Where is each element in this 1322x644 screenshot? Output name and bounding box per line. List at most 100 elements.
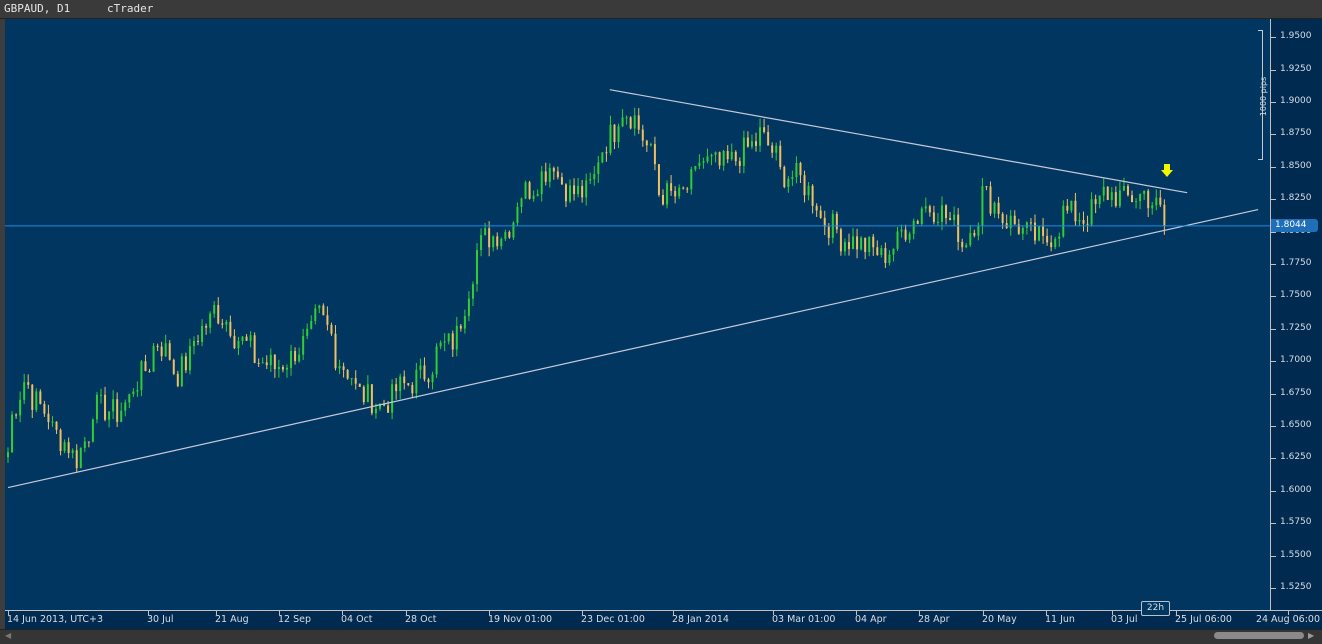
candle bbox=[573, 178, 576, 201]
candle-body bbox=[354, 378, 357, 384]
candle bbox=[965, 243, 968, 249]
candle bbox=[779, 140, 782, 170]
candle bbox=[476, 243, 479, 292]
candle-body bbox=[346, 369, 349, 379]
candle bbox=[217, 297, 220, 325]
time-tick bbox=[1288, 610, 1289, 615]
candle-body bbox=[1054, 238, 1057, 248]
candle bbox=[370, 384, 373, 416]
candle-body bbox=[839, 229, 842, 252]
candle bbox=[112, 390, 115, 420]
candle-body bbox=[924, 206, 927, 209]
candle-body bbox=[771, 145, 774, 153]
candle-body bbox=[164, 343, 167, 357]
candle bbox=[144, 354, 147, 372]
candle-body bbox=[342, 366, 345, 370]
price-tick-label: 1.7000 bbox=[1280, 355, 1312, 366]
candle bbox=[298, 347, 301, 363]
candle-body bbox=[1151, 205, 1154, 209]
time-tick bbox=[406, 610, 407, 615]
candle-body bbox=[1143, 190, 1146, 194]
candle-body bbox=[168, 343, 171, 360]
candle-body bbox=[888, 254, 891, 263]
candle-body bbox=[83, 441, 86, 449]
time-tick bbox=[1046, 610, 1047, 615]
candle-body bbox=[916, 220, 919, 224]
time-tick-label: 21 Aug bbox=[215, 614, 249, 625]
candle-body bbox=[1147, 190, 1150, 209]
scrollbar-thumb[interactable] bbox=[1214, 632, 1304, 639]
candle bbox=[795, 156, 798, 184]
candle-body bbox=[815, 205, 818, 211]
candle-body bbox=[79, 448, 82, 469]
candle-body bbox=[362, 386, 365, 403]
candle bbox=[168, 340, 171, 361]
candle-body bbox=[997, 202, 1000, 214]
time-tick-label: 23 Dec 01:00 bbox=[581, 614, 645, 625]
candle bbox=[427, 377, 430, 389]
candle bbox=[617, 123, 620, 148]
candle-body bbox=[726, 150, 729, 160]
candle-body bbox=[407, 383, 410, 386]
candle-body bbox=[803, 175, 806, 196]
candle-body bbox=[835, 213, 838, 230]
candle bbox=[354, 370, 357, 390]
candle bbox=[269, 348, 272, 373]
candle bbox=[1159, 189, 1162, 208]
candle bbox=[31, 383, 34, 418]
candle-body bbox=[108, 411, 111, 420]
candle bbox=[552, 166, 555, 180]
price-tick bbox=[1270, 588, 1276, 589]
candle bbox=[403, 370, 406, 390]
candle-body bbox=[95, 394, 98, 420]
candle-body bbox=[945, 205, 948, 219]
candle-body bbox=[957, 214, 960, 242]
time-tick bbox=[8, 610, 9, 615]
candle-body bbox=[285, 367, 288, 370]
trendline[interactable] bbox=[7, 208, 1259, 489]
trendline[interactable] bbox=[609, 89, 1188, 194]
candle bbox=[15, 413, 18, 419]
candle bbox=[528, 180, 531, 200]
candle-body bbox=[294, 351, 297, 362]
candle bbox=[1126, 184, 1129, 197]
candle bbox=[160, 341, 163, 362]
candle-body bbox=[1078, 220, 1081, 222]
candle bbox=[132, 388, 135, 397]
candle-body bbox=[649, 144, 652, 146]
candle-body bbox=[872, 236, 875, 248]
candle-body bbox=[51, 421, 54, 423]
candle-body bbox=[391, 384, 394, 413]
triangle-left-icon[interactable]: ◀ bbox=[5, 631, 12, 640]
candle-body bbox=[1070, 200, 1073, 211]
candle-body bbox=[1029, 222, 1032, 224]
candle bbox=[221, 318, 224, 329]
candle-body bbox=[904, 229, 907, 240]
candle bbox=[803, 170, 806, 203]
candle-body bbox=[504, 231, 507, 239]
time-tick-label: 28 Oct bbox=[405, 614, 437, 625]
time-axis[interactable] bbox=[5, 610, 1322, 629]
candle-body bbox=[856, 236, 859, 250]
candle bbox=[949, 211, 952, 221]
candle bbox=[383, 399, 386, 407]
candle-body bbox=[484, 228, 487, 236]
candle-body bbox=[823, 217, 826, 227]
candle bbox=[463, 309, 466, 334]
chart-plot-area[interactable] bbox=[5, 19, 1270, 610]
time-tick bbox=[489, 610, 490, 615]
price-axis[interactable] bbox=[1270, 19, 1322, 610]
time-tick-label: 14 Jun 2013, UTC+3 bbox=[7, 614, 104, 625]
down-arrow-icon[interactable] bbox=[1161, 163, 1173, 182]
triangle-right-icon[interactable]: ▶ bbox=[1308, 631, 1315, 640]
candle bbox=[1046, 228, 1049, 246]
horizontal-scrollbar[interactable] bbox=[0, 629, 1322, 644]
candlestick-chart[interactable] bbox=[5, 19, 1270, 610]
candle-body bbox=[1062, 205, 1065, 237]
candle-body bbox=[532, 195, 535, 199]
candle-body bbox=[43, 404, 46, 414]
candle bbox=[459, 323, 462, 332]
candle-body bbox=[540, 171, 543, 194]
time-tick bbox=[148, 610, 149, 615]
candle bbox=[209, 311, 212, 334]
